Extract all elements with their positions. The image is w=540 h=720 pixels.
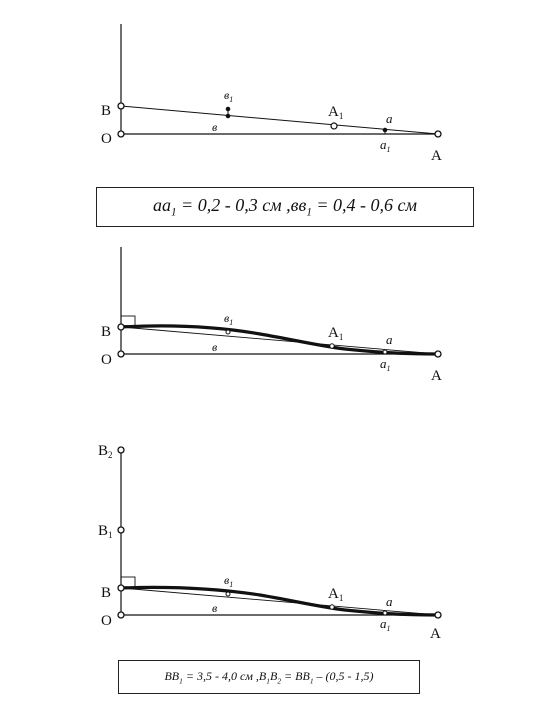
label-A: A [430, 626, 441, 642]
label-O: O [101, 352, 112, 368]
panel-3-labels: B2 B1 B O A A1 в1 в a a1 [98, 443, 441, 642]
label-A: A [431, 148, 442, 164]
label-A1: A1 [328, 325, 343, 342]
formula-box-heights: BB1 = 3,5 - 4,0 см , B1B2 = BB1 – (0,5 -… [118, 660, 420, 694]
panel-1 [117, 24, 442, 138]
formula-bb1: вв1 = 0,4 - 0,6 см [290, 195, 418, 219]
point-A [434, 130, 442, 138]
label-A1: A1 [328, 104, 343, 121]
formula-aa1: aa1 = 0,2 - 0,3 см , [152, 195, 291, 219]
label-B: B [101, 103, 111, 119]
point-O [117, 130, 125, 138]
point-B [117, 102, 125, 110]
label-a1: a1 [380, 616, 391, 633]
point-A [434, 350, 442, 358]
point-O [117, 611, 125, 619]
point-A1 [329, 604, 335, 610]
point-O [117, 350, 125, 358]
label-A1: A1 [328, 586, 343, 603]
label-b: в [212, 120, 217, 134]
label-O: O [101, 131, 112, 147]
label-B: B [101, 324, 111, 340]
label-B2: B2 [98, 443, 113, 460]
label-b: в [212, 340, 217, 354]
point-b [225, 591, 231, 597]
label-a: a [386, 332, 393, 347]
point-B1 [117, 526, 125, 534]
point-A1 [330, 122, 338, 130]
label-a1: a1 [380, 137, 391, 154]
formula-BB1: BB1 = 3,5 - 4,0 см , [164, 668, 259, 686]
label-B: B [101, 585, 111, 601]
point-a [382, 610, 388, 616]
point-b [225, 329, 231, 335]
point-a [382, 349, 388, 355]
panel-2 [117, 247, 442, 358]
label-a: a [386, 111, 393, 126]
slope-line [120, 326, 439, 355]
label-O: O [101, 613, 112, 629]
label-B1: B1 [98, 523, 113, 540]
label-a1: a1 [380, 356, 391, 373]
point-a [382, 127, 388, 133]
formula-box-offsets: aa1 = 0,2 - 0,3 см , вв1 = 0,4 - 0,6 см [96, 187, 474, 227]
point-b1 [225, 106, 231, 112]
formula-B1B2: B1B2 = BB1 – (0,5 - 1,5) [258, 668, 374, 686]
label-A: A [431, 368, 442, 384]
point-A1 [329, 343, 335, 349]
point-b [225, 113, 231, 119]
panel-1-labels: B O A A1 в1 в a a1 [101, 88, 442, 164]
label-b1: в1 [224, 573, 233, 589]
point-B [117, 584, 125, 592]
label-b: в [212, 601, 217, 615]
panel-2-labels: B O A A1 в1 в a a1 [101, 311, 442, 384]
slope-line [120, 587, 439, 616]
point-B [117, 323, 125, 331]
label-b1: в1 [224, 88, 233, 104]
point-B2 [117, 446, 125, 454]
label-b1: в1 [224, 311, 233, 327]
panel-3 [117, 446, 442, 619]
label-a: a [386, 594, 393, 609]
point-A [434, 611, 442, 619]
